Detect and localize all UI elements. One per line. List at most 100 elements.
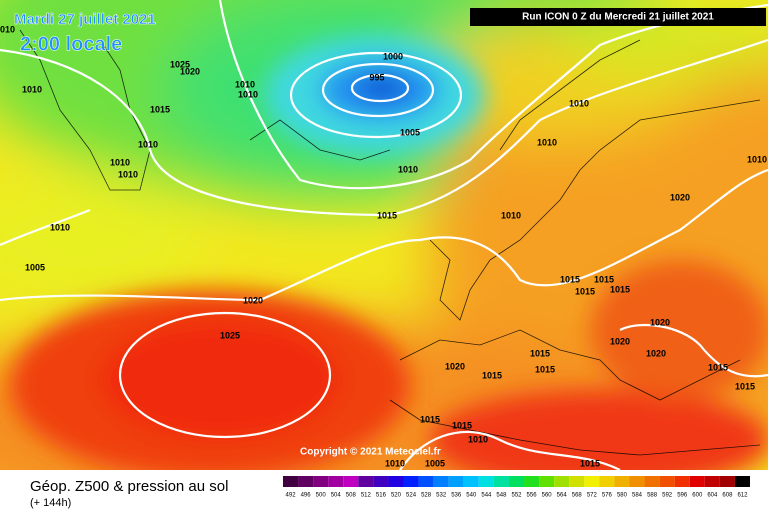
scale-label: 508 [346, 493, 357, 499]
isobar-label: 1010 [569, 98, 589, 108]
scale-swatch [674, 476, 690, 487]
scale-label: 548 [496, 493, 507, 499]
isobar-label: 1010 [110, 157, 130, 167]
isobar-label: 1005 [400, 127, 420, 137]
isobar-label: 1020 [610, 336, 630, 346]
isobar-label: 1000 [383, 51, 403, 61]
isobar-label: 1015 [594, 274, 614, 284]
isobar-label: 1015 [580, 458, 600, 468]
isobar-label: 1010 [501, 210, 521, 220]
scale-swatch [584, 476, 600, 487]
scale-label: 520 [391, 493, 402, 499]
legend-title: Géop. Z500 & pression au sol [30, 478, 228, 495]
scale-label: 592 [662, 493, 673, 499]
scale-swatch [704, 476, 720, 487]
scale-swatch [388, 476, 404, 487]
isobar-label: 1010 [235, 79, 255, 89]
isobar-label: 1010 [385, 458, 405, 468]
scale-label: 496 [301, 493, 312, 499]
scale-swatch [569, 476, 585, 487]
scale-label: 608 [722, 493, 733, 499]
isobar-label: 1020 [670, 192, 690, 202]
forecast-time: 2:00 locale [20, 33, 122, 55]
isobar-label: 1020 [646, 348, 666, 358]
scale-label: 528 [421, 493, 432, 499]
isobar-label: 1015 [560, 274, 580, 284]
isobar-label: 1010 [118, 169, 138, 179]
scale-swatch [539, 476, 555, 487]
scale-label: 492 [286, 493, 297, 499]
scale-label: 504 [331, 493, 342, 499]
scale-swatch [373, 476, 389, 487]
isobar-label: 1005 [425, 458, 445, 468]
isobar-label: 1010 [138, 139, 158, 149]
scale-swatch [493, 476, 509, 487]
isobar-label: 1015 [452, 420, 472, 430]
forecast-date: Mardi 27 juillet 2021 [14, 11, 156, 28]
scale-swatch [448, 476, 464, 487]
scale-label: 560 [542, 493, 553, 499]
scale-label: 552 [511, 493, 522, 499]
isobar-label: 1010 [50, 222, 70, 232]
isobar-label: 1010 [22, 84, 42, 94]
isobar-label: 1020 [180, 66, 200, 76]
isobar-label: 1010 [0, 24, 15, 34]
isobar-label: 1020 [650, 317, 670, 327]
scale-swatch [689, 476, 705, 487]
scale-label: 512 [361, 493, 372, 499]
scale-swatch [524, 476, 540, 487]
legend-lead: (+ 144h) [30, 497, 71, 509]
isobar-label: 1015 [535, 364, 555, 374]
scale-label: 524 [406, 493, 417, 499]
isobar-label: 1025 [220, 330, 240, 340]
scale-swatch [343, 476, 359, 487]
scale-swatch [629, 476, 645, 487]
isobar-label: 1020 [445, 361, 465, 371]
scale-swatch [313, 476, 329, 487]
scale-swatch [719, 476, 735, 487]
isobar-label: 1020 [243, 295, 263, 305]
isobar-label: 1015 [377, 210, 397, 220]
scale-swatch [463, 476, 479, 487]
isobar-label: 1005 [25, 262, 45, 272]
scale-label: 568 [572, 493, 583, 499]
scale-swatch [283, 476, 299, 487]
scale-label: 544 [481, 493, 492, 499]
isobar-label: 1010 [747, 154, 767, 164]
isobar-label: 1015 [708, 362, 728, 372]
scale-label: 536 [451, 493, 462, 499]
scale-label: 576 [602, 493, 613, 499]
scale-label: 584 [632, 493, 643, 499]
scale-swatch [659, 476, 675, 487]
isobar-label: 995 [369, 72, 384, 82]
scale-label: 556 [527, 493, 538, 499]
isobar-label: 1010 [398, 164, 418, 174]
scale-swatch [358, 476, 374, 487]
copyright: Copyright © 2021 Meteociel.fr [300, 447, 441, 458]
scale-swatch [734, 476, 750, 487]
isobar-label: 1015 [530, 348, 550, 358]
isobar-label: 1025 [170, 59, 190, 69]
scale-swatch [478, 476, 494, 487]
isobar-label: 1010 [537, 137, 557, 147]
scale-swatch [508, 476, 525, 487]
scale-label: 604 [707, 493, 718, 499]
scale-swatch [298, 476, 314, 487]
scale-label: 516 [376, 493, 387, 499]
isobar-label: 1015 [575, 286, 595, 296]
scale-label: 500 [316, 493, 327, 499]
scale-label: 540 [466, 493, 477, 499]
scale-swatch [554, 476, 570, 487]
scale-label: 532 [436, 493, 447, 499]
scale-label: 612 [737, 493, 748, 499]
isobar-label: 1010 [468, 434, 488, 444]
run-box [470, 8, 766, 26]
scale-label: 600 [692, 493, 703, 499]
scale-label: 596 [677, 493, 688, 499]
scale-swatch [433, 476, 449, 487]
scale-swatch [418, 476, 434, 487]
scale-label: 580 [617, 493, 628, 499]
scale-swatch [614, 476, 630, 487]
isobar-label: 1015 [735, 381, 755, 391]
